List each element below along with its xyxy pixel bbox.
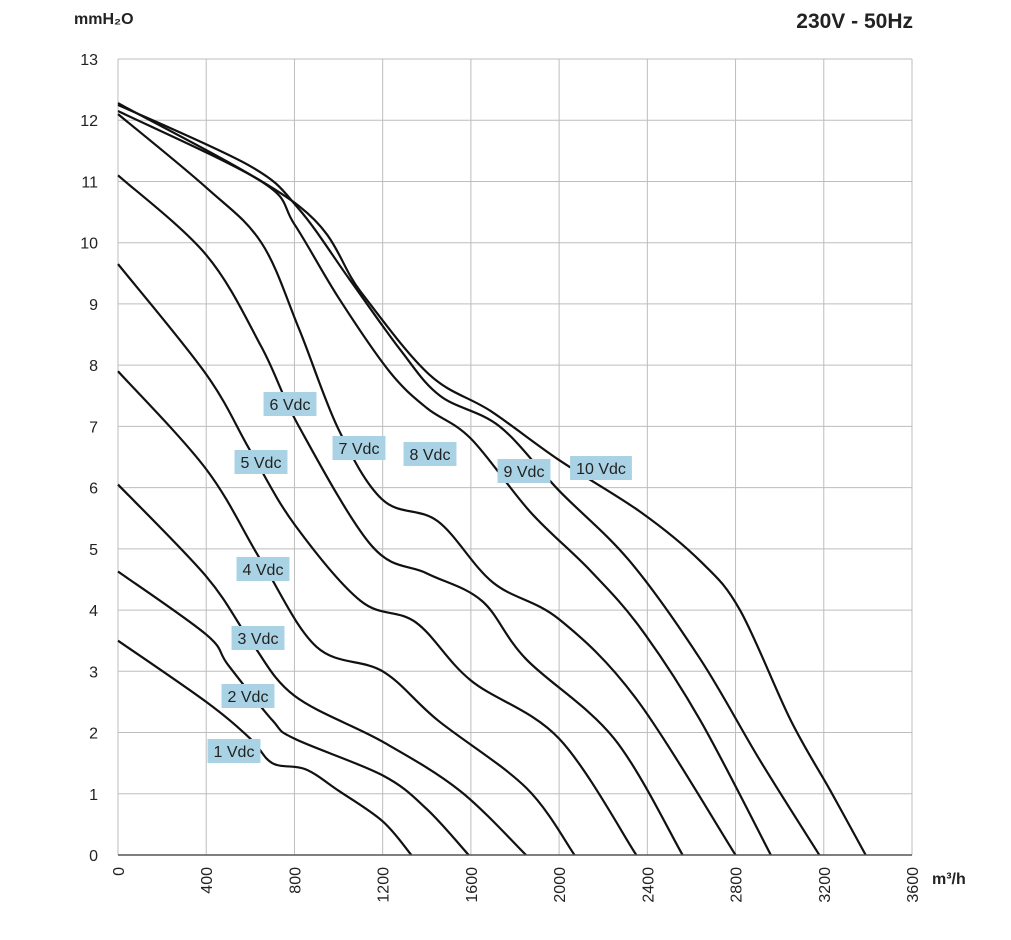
y-tick-label: 9 bbox=[89, 297, 98, 314]
curve-label-text: 7 Vdc bbox=[339, 441, 380, 458]
y-axis-label: mmH₂O bbox=[74, 11, 134, 28]
curve bbox=[117, 110, 772, 856]
curve-label: 6 Vdc bbox=[263, 392, 317, 416]
y-tick-label: 5 bbox=[89, 542, 98, 559]
curve-label-box bbox=[497, 459, 551, 483]
curve-label: 4 Vdc bbox=[236, 557, 290, 581]
curve-label-text: 9 Vdc bbox=[504, 464, 545, 481]
curve-label-text: 2 Vdc bbox=[228, 689, 269, 706]
curve bbox=[117, 103, 821, 856]
curve-label-box bbox=[570, 456, 632, 480]
curve-label: 10 Vdc bbox=[570, 456, 632, 480]
y-tick-label: 3 bbox=[89, 664, 98, 681]
curve bbox=[117, 483, 527, 856]
y-tick-label: 1 bbox=[89, 787, 98, 804]
curve-label: 1 Vdc bbox=[207, 739, 261, 763]
curve bbox=[117, 102, 867, 856]
y-tick-label: 0 bbox=[89, 848, 98, 865]
x-tick-label: 2400 bbox=[640, 867, 657, 903]
curve-label: 2 Vdc bbox=[221, 684, 275, 708]
x-tick-label: 3200 bbox=[817, 867, 834, 903]
curve-label: 7 Vdc bbox=[332, 436, 386, 460]
x-axis-label: m³/h bbox=[932, 871, 966, 888]
curve-label: 9 Vdc bbox=[497, 459, 551, 483]
x-tick-label: 1600 bbox=[464, 867, 481, 903]
y-tick-label: 13 bbox=[80, 52, 98, 69]
curve-label-box bbox=[231, 626, 285, 650]
curve bbox=[117, 263, 638, 856]
curve-label: 8 Vdc bbox=[403, 442, 457, 466]
curve-label-box bbox=[234, 450, 288, 474]
curve-label: 5 Vdc bbox=[234, 450, 288, 474]
curve bbox=[117, 639, 413, 856]
x-tick-label: 3600 bbox=[905, 867, 922, 903]
x-tick-label: 400 bbox=[199, 867, 216, 894]
y-tick-label: 8 bbox=[89, 358, 98, 375]
curve bbox=[117, 113, 737, 856]
curve bbox=[117, 370, 576, 856]
curve-label-text: 1 Vdc bbox=[214, 744, 255, 761]
curve-label-text: 10 Vdc bbox=[576, 461, 626, 478]
x-tick-label: 2000 bbox=[552, 867, 569, 903]
curve bbox=[117, 174, 684, 856]
curve-label-text: 3 Vdc bbox=[238, 631, 279, 648]
curve-label-text: 5 Vdc bbox=[241, 455, 282, 472]
x-tick-label: 1200 bbox=[376, 867, 393, 903]
x-tick-label: 0 bbox=[111, 867, 128, 876]
x-tick-label: 2800 bbox=[729, 867, 746, 903]
curve-label-box bbox=[207, 739, 261, 763]
y-tick-label: 7 bbox=[89, 419, 98, 436]
x-tick-label: 800 bbox=[287, 867, 304, 894]
curve-label-text: 4 Vdc bbox=[243, 562, 284, 579]
curve-label-box bbox=[263, 392, 317, 416]
y-tick-label: 12 bbox=[80, 113, 98, 130]
y-tick-label: 4 bbox=[89, 603, 98, 620]
y-tick-label: 2 bbox=[89, 726, 98, 743]
curve-label: 3 Vdc bbox=[231, 626, 285, 650]
curve-label-box bbox=[236, 557, 290, 581]
curve-label-box bbox=[403, 442, 457, 466]
y-tick-label: 10 bbox=[80, 236, 98, 253]
chart-title: 230V - 50Hz bbox=[796, 10, 913, 33]
curve bbox=[117, 570, 470, 856]
curve-label-box bbox=[221, 684, 275, 708]
y-tick-label: 6 bbox=[89, 481, 98, 498]
curve-label-text: 6 Vdc bbox=[270, 397, 311, 414]
curve-label-box bbox=[332, 436, 386, 460]
curve-label-text: 8 Vdc bbox=[410, 447, 451, 464]
y-tick-label: 11 bbox=[81, 174, 98, 191]
